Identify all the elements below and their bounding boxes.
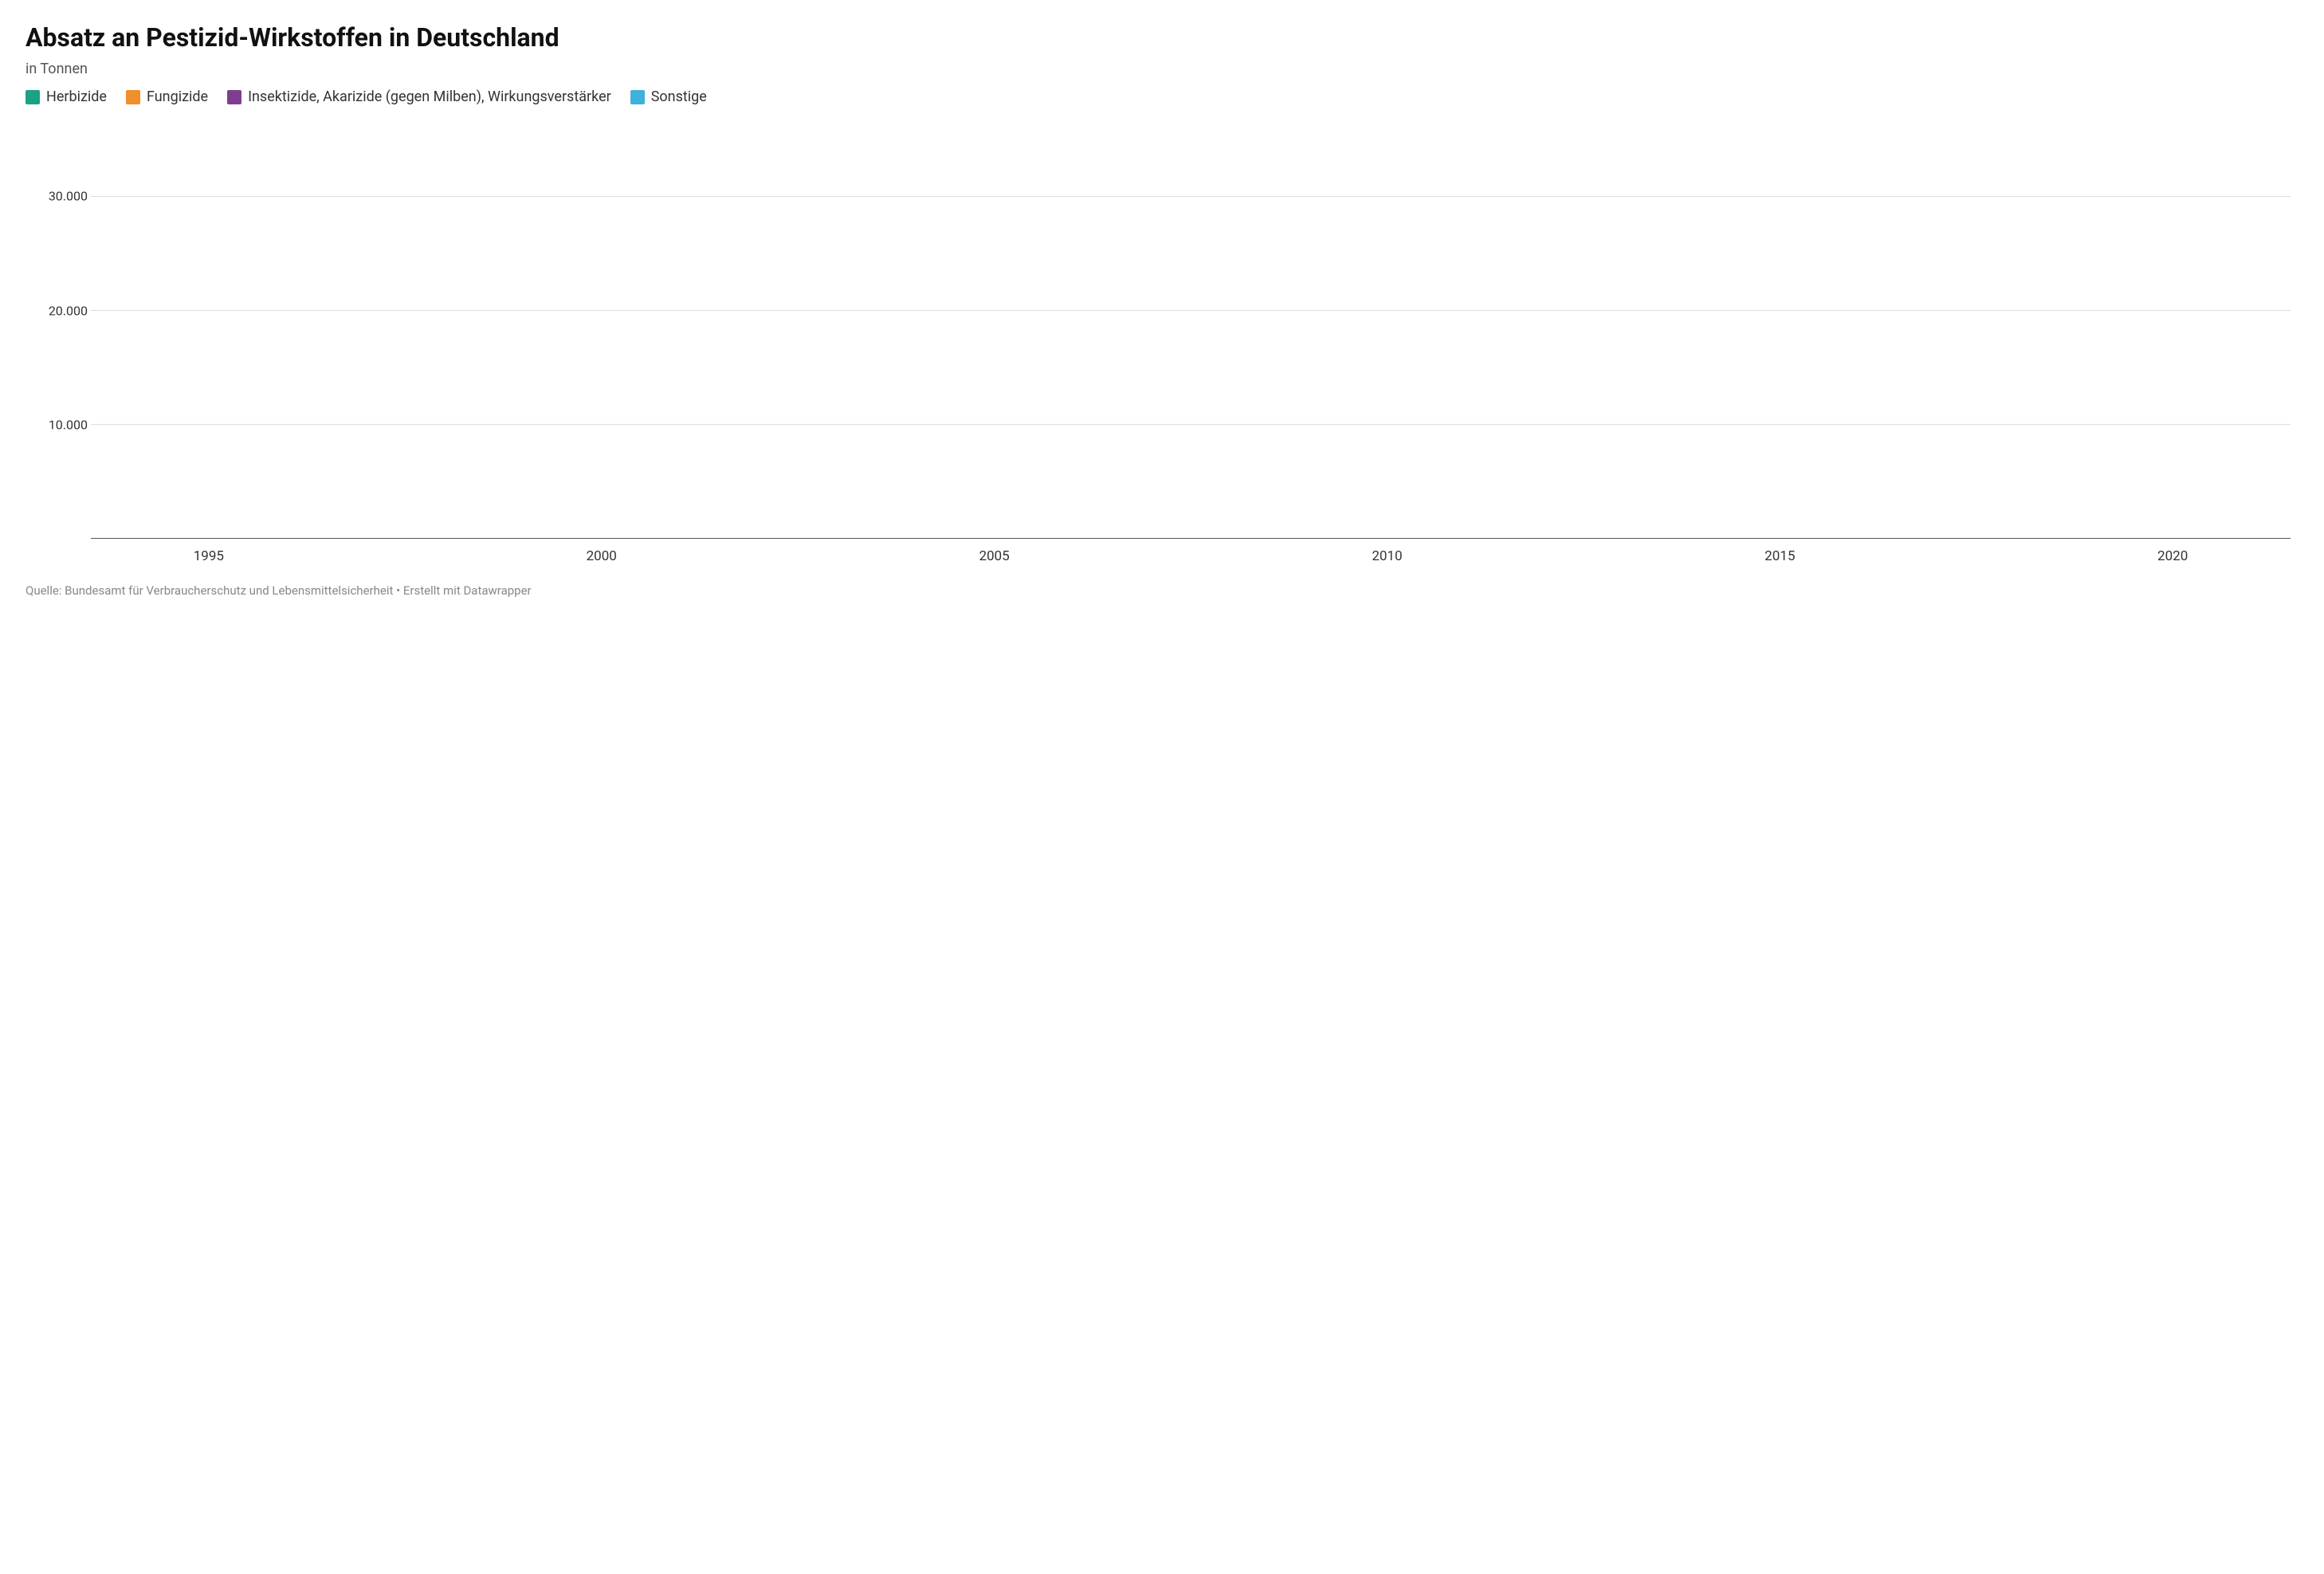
x-axis-tick-label: 2000 <box>587 548 617 564</box>
legend-label: Herbizide <box>46 88 107 105</box>
y-axis-tick-label: 20.000 <box>49 303 88 318</box>
x-axis: 1995 2000 2005 2010 2015 2020 <box>91 542 2291 571</box>
legend-swatch <box>26 90 40 104</box>
legend-label: Fungizide <box>147 88 208 105</box>
legend-swatch <box>630 90 645 104</box>
y-axis-tick-label: 10.000 <box>49 418 88 433</box>
chart-title: Absatz an Pestizid-Wirkstoffen in Deutsc… <box>26 22 2298 53</box>
x-axis-tick-label: 2005 <box>979 548 1009 564</box>
x-axis-tick-label: 1995 <box>194 548 224 564</box>
bars-group <box>91 128 2291 538</box>
y-axis-tick-label: 30.000 <box>49 189 88 204</box>
legend-label: Sonstige <box>651 88 707 105</box>
legend-item: Herbizide <box>26 88 107 105</box>
legend-item: Insektizide, Akarizide (gegen Milben), W… <box>227 88 611 105</box>
legend-item: Sonstige <box>630 88 707 105</box>
legend-label: Insektizide, Akarizide (gegen Milben), W… <box>248 88 611 105</box>
legend-swatch <box>227 90 241 104</box>
chart-plot-zone: 10.000 20.000 30.000 1995 2000 2005 2010 2015 2… <box>26 124 2298 571</box>
x-axis-tick-label: 2015 <box>1765 548 1795 564</box>
x-axis-tick-label: 2010 <box>1372 548 1402 564</box>
legend-item: Fungizide <box>126 88 208 105</box>
chart-source-footer: Quelle: Bundesamt für Verbraucherschutz … <box>26 583 2298 598</box>
legend-swatch <box>126 90 140 104</box>
chart-subtitle: in Tonnen <box>26 61 2298 77</box>
chart-container: Absatz an Pestizid-Wirkstoffen in Deutsc… <box>0 0 2324 614</box>
plot-area <box>91 128 2291 539</box>
x-axis-tick-label: 2020 <box>2157 548 2188 564</box>
legend: Herbizide Fungizide Insektizide, Akarizide… <box>26 88 2298 105</box>
